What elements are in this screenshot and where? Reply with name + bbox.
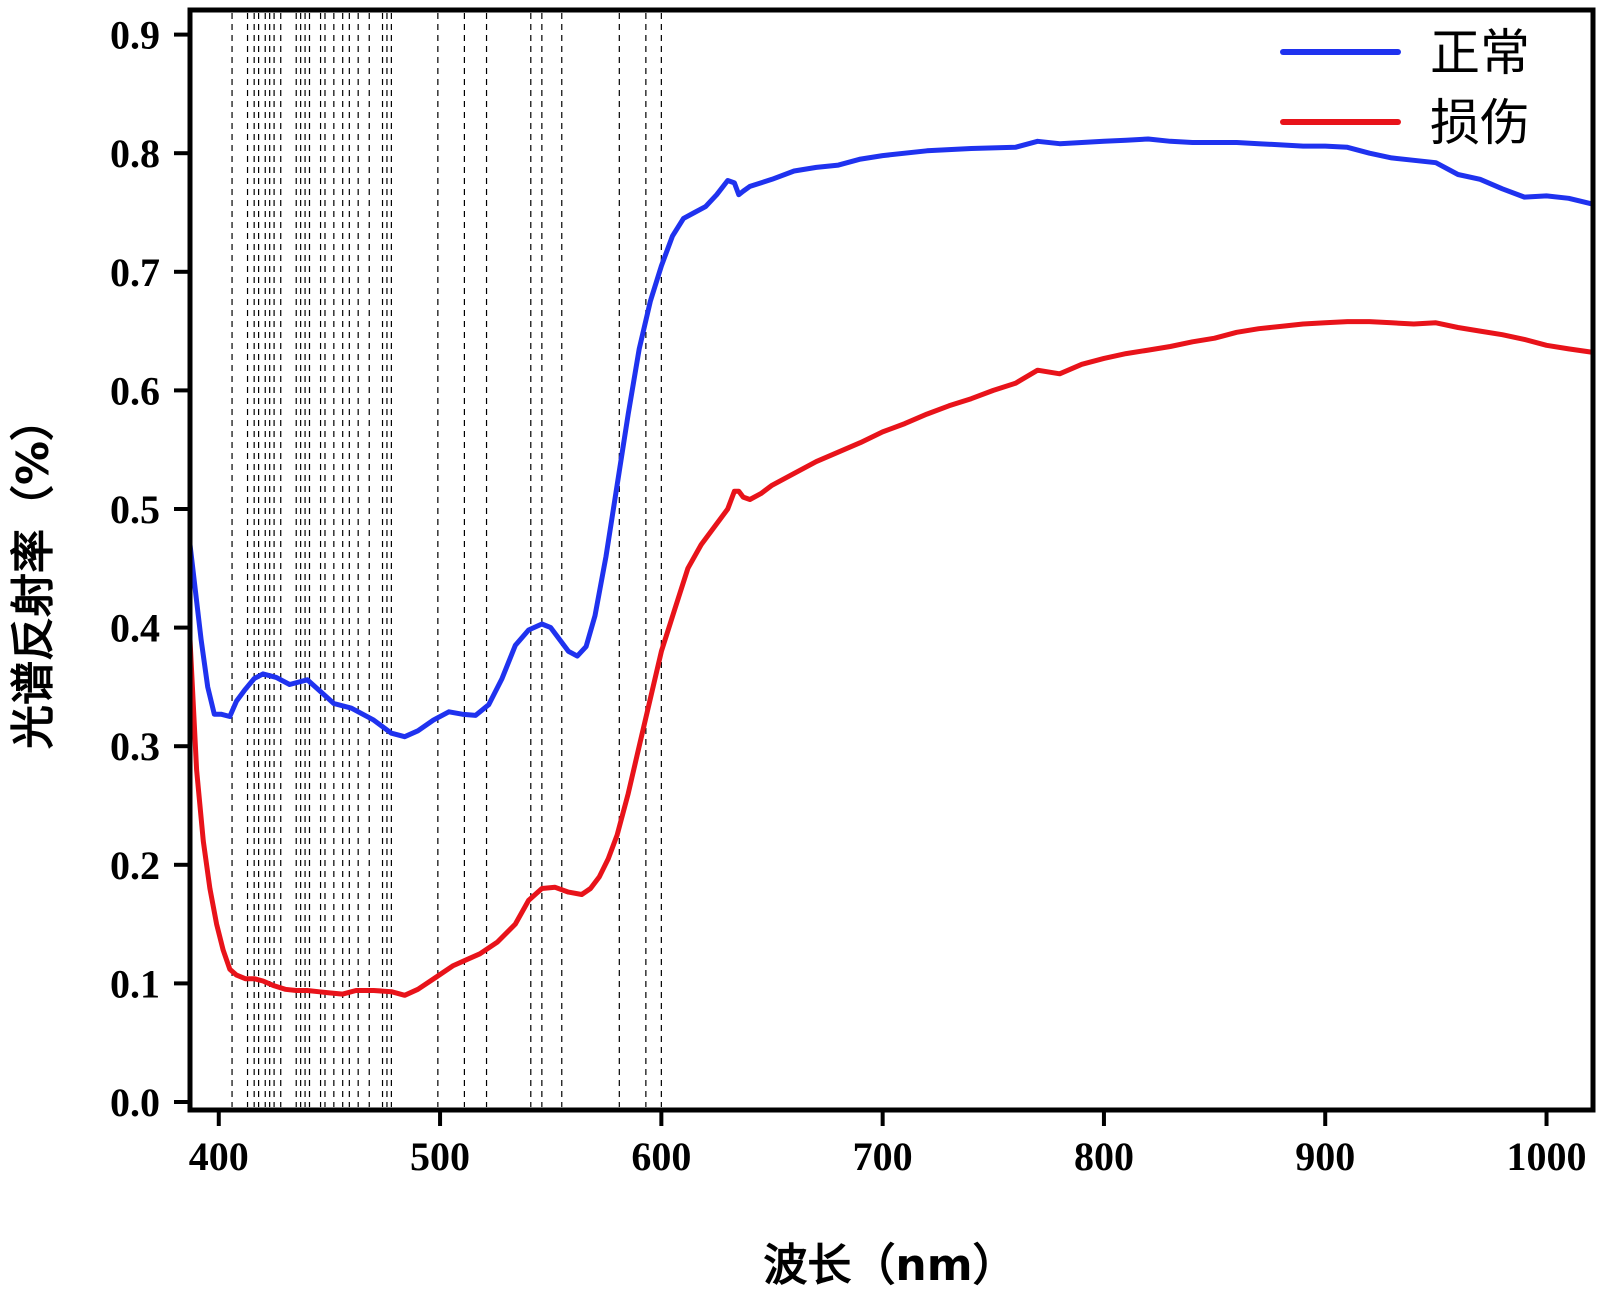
- y-tick-label-0.3: 0.3: [110, 724, 160, 769]
- series-line-damaged: [187, 319, 1596, 998]
- x-tick-label-600: 600: [631, 1134, 691, 1179]
- y-tick-label-0.2: 0.2: [110, 843, 160, 888]
- x-tick-label-500: 500: [410, 1134, 470, 1179]
- x-tick-label-700: 700: [853, 1134, 913, 1179]
- x-axis: 400 500 600 700 800 900 1000: [189, 1110, 1587, 1179]
- y-tick-label-0.1: 0.1: [110, 961, 160, 1006]
- x-tick-label-1000: 1000: [1507, 1134, 1587, 1179]
- y-tick-label-0.6: 0.6: [110, 368, 160, 413]
- x-tick-label-400: 400: [189, 1134, 249, 1179]
- y-tick-label-0.5: 0.5: [110, 487, 160, 532]
- x-axis-title: 波长（nm）: [763, 1240, 1016, 1291]
- y-tick-label-0.8: 0.8: [110, 131, 160, 176]
- y-tick-label-0.0: 0.0: [110, 1080, 160, 1125]
- series-layer: [187, 136, 1596, 998]
- plot-frame: [187, 7, 1596, 1113]
- legend-label-damaged: 损伤: [1430, 94, 1530, 152]
- legend-label-normal: 正常: [1430, 24, 1530, 82]
- x-tick-label-900: 900: [1295, 1134, 1355, 1179]
- series-line-normal: [187, 136, 1596, 740]
- y-tick-label-0.7: 0.7: [110, 250, 160, 295]
- y-tick-label-0.4: 0.4: [110, 606, 160, 651]
- reference-lines: [231, 13, 662, 1107]
- x-tick-label-800: 800: [1074, 1134, 1134, 1179]
- y-tick-label-0.9: 0.9: [110, 13, 160, 58]
- y-axis: 0.0 0.1 0.2 0.3 0.4 0.5 0.6 0.7 0.8 0.9: [110, 13, 190, 1125]
- y-axis-title: 光谱反射率（%）: [8, 397, 59, 749]
